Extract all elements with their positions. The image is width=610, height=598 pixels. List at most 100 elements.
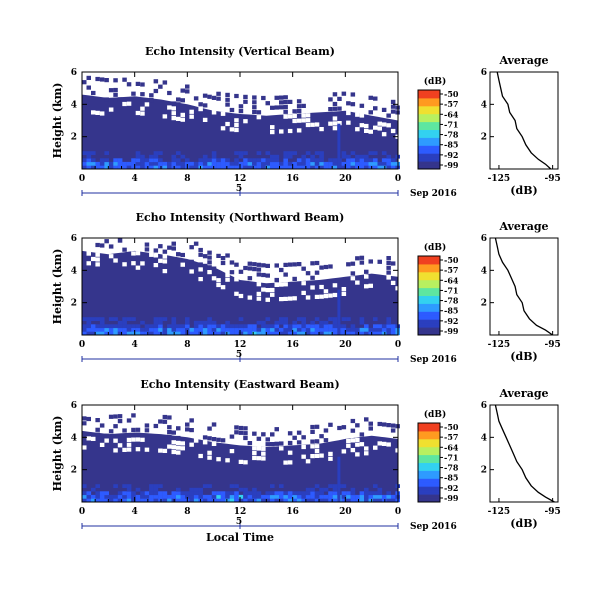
echo-cell (126, 494, 132, 499)
echo-cell (167, 494, 172, 499)
echo-cell (265, 324, 271, 329)
echo-cell (247, 498, 253, 503)
echo-cell (171, 158, 177, 163)
echo-cell (368, 151, 374, 155)
echo-cell (91, 158, 96, 163)
echo-cell (117, 97, 123, 102)
echo-cell (274, 327, 280, 332)
colorbar-segment (418, 277, 440, 281)
echo-cell (283, 165, 288, 170)
echo-cell (310, 161, 315, 166)
colorbar-segment (418, 315, 440, 318)
no-echo-cell (189, 269, 194, 274)
echo-cell (323, 438, 329, 443)
echo-cell (135, 154, 141, 159)
echo-cell (167, 161, 172, 166)
y-axis-label: Height (km) (51, 249, 64, 325)
echo-cell (131, 165, 136, 170)
panel-3: Echo Intensity (Eastward Beam) 0 4 8 12 16 20 0… (51, 378, 561, 544)
echo-cell (386, 265, 391, 270)
echo-cell (381, 165, 387, 170)
echo-cell (185, 317, 190, 321)
echo-cell (131, 413, 136, 418)
echo-cell (314, 327, 320, 332)
echo-cell (332, 320, 338, 325)
no-echo-cell (99, 111, 105, 116)
echo-cell (91, 324, 96, 329)
colorbar-tick-label: -71 (444, 452, 458, 462)
echo-cell (310, 261, 315, 266)
echo-cell (261, 320, 266, 325)
echo-cell (153, 248, 159, 253)
echo-cell (341, 91, 347, 96)
echo-cell (153, 331, 159, 336)
echo-cell (292, 491, 297, 496)
echo-cell (265, 327, 271, 332)
echo-cell (158, 320, 163, 325)
echo-cell (135, 324, 141, 329)
echo-cell (243, 165, 248, 170)
echo-cell (243, 331, 248, 336)
colorbar-segment (418, 145, 440, 148)
echo-cell (99, 243, 105, 248)
echo-cell (176, 252, 181, 257)
x-tick-label: 12 (234, 507, 247, 517)
no-echo-cell (171, 116, 176, 121)
echo-cell (176, 97, 181, 102)
echo-cell (189, 331, 194, 336)
colorbar-segment (418, 325, 440, 328)
echo-cell (131, 331, 136, 336)
echo-cell (261, 327, 266, 332)
echo-cell (283, 494, 288, 499)
colorbar-tick-label: -64 (444, 109, 459, 119)
echo-cell (238, 317, 244, 321)
echo-cell (220, 260, 226, 266)
echo-cell (91, 487, 96, 492)
echo-cell (350, 327, 356, 332)
colorbar-segment (418, 311, 440, 314)
colorbar-segment (418, 486, 440, 489)
no-echo-cell (108, 107, 114, 112)
echo-cell (373, 96, 378, 101)
echo-cell (386, 317, 391, 321)
x-tick-label: 0 (79, 507, 85, 517)
echo-cell (314, 494, 320, 499)
no-echo-cell (82, 445, 87, 450)
echo-cell (158, 165, 163, 170)
echo-cell (149, 158, 154, 163)
no-echo-cell (337, 121, 342, 126)
echo-cell (104, 327, 109, 332)
echo-cell (86, 165, 92, 170)
echo-cell (279, 494, 284, 499)
echo-cell (202, 324, 208, 329)
colorbar-segment (418, 107, 440, 111)
no-echo-cell (162, 254, 168, 259)
echo-cell (104, 331, 109, 336)
no-echo-cell (332, 283, 338, 288)
colorbar-segment (418, 456, 440, 460)
echo-cell (381, 494, 387, 499)
no-echo-cell (225, 121, 230, 127)
echo-cell (270, 432, 275, 437)
date-label: 5 (236, 517, 242, 527)
echo-cell (274, 263, 279, 268)
echo-cell (328, 422, 333, 427)
colorbar-segment (418, 468, 440, 471)
echo-cell (95, 491, 100, 496)
no-echo-cell (292, 114, 297, 119)
echo-cell (296, 331, 302, 336)
echo-cell (332, 498, 338, 503)
no-echo-cell (287, 114, 293, 119)
no-echo-cell (373, 125, 378, 130)
no-echo-cell (171, 449, 176, 455)
echo-cell (252, 95, 257, 100)
colorbar-frame (417, 255, 441, 336)
echo-cell (108, 324, 114, 329)
echo-cell (301, 161, 306, 166)
average-profile-line (494, 237, 553, 336)
echo-cell (113, 424, 118, 429)
colorbar-segment (418, 476, 440, 479)
echo-cell (104, 433, 109, 438)
echo-cell (274, 95, 279, 100)
echo-cell (216, 91, 221, 96)
